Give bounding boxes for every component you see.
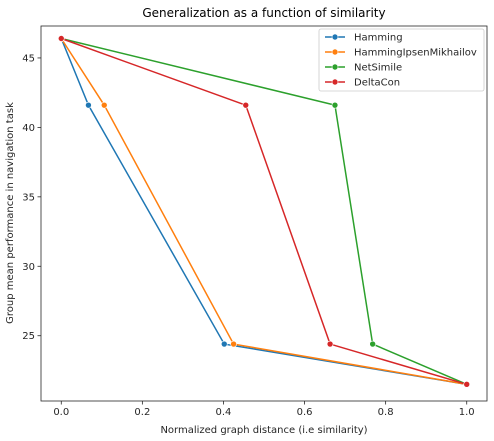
legend-label-netsimile: NetSimile bbox=[354, 63, 402, 74]
legend-marker-deltacon bbox=[331, 78, 339, 86]
y-axis-label: Group mean performance in navigation tas… bbox=[5, 102, 16, 324]
data-point-deltacon bbox=[326, 340, 334, 348]
legend-box bbox=[318, 28, 485, 92]
legend-label-hamming: Hamming bbox=[354, 33, 403, 44]
data-point-hamming bbox=[85, 101, 92, 109]
legend-label-hammingipsenmikhailov: HammingIpsenMikhailov bbox=[354, 48, 477, 59]
legend-item-hammingipsenmikhailov: HammingIpsenMikhailov bbox=[325, 48, 477, 59]
data-point-deltacon bbox=[57, 35, 65, 42]
series-line-hammingipsenmikhailov bbox=[60, 38, 467, 386]
x-axis-label: Normalized graph distance (i.e similarit… bbox=[160, 425, 367, 436]
legend-marker-hammingipsenmikhailov bbox=[331, 48, 339, 56]
legend-item-hamming: Hamming bbox=[325, 33, 403, 44]
legend-item-deltacon: DeltaCon bbox=[325, 78, 400, 89]
legend: Hamming HammingIpsenMikhailov NetSimile Del… bbox=[318, 28, 485, 92]
x-axis-ticks: 0.0 0.2 0.4 0.6 0.8 1.0 bbox=[53, 401, 475, 418]
data-point-hammingipsenmikhailov bbox=[230, 340, 237, 348]
x-tick-label: 1.0 bbox=[459, 407, 475, 418]
y-tick-label: 25 bbox=[22, 331, 35, 342]
y-tick-label: 40 bbox=[22, 123, 35, 134]
data-point-netsimile bbox=[331, 101, 339, 109]
data-point-hammingipsenmikhailov bbox=[100, 101, 108, 109]
plot-frame bbox=[40, 25, 488, 402]
x-tick-label: 0.2 bbox=[134, 407, 150, 418]
legend-item-netsimile: NetSimile bbox=[325, 63, 402, 74]
x-tick-label: 0.8 bbox=[378, 407, 394, 418]
data-point-netsimile bbox=[369, 340, 376, 348]
y-tick-label: 30 bbox=[22, 262, 35, 273]
y-tick-label: 45 bbox=[22, 53, 35, 64]
data-point-deltacon bbox=[463, 381, 471, 388]
chart-title: Generalization as a function of similari… bbox=[142, 6, 385, 20]
series-layer bbox=[57, 35, 471, 388]
series-line-deltacon bbox=[61, 37, 467, 386]
legend-label-deltacon: DeltaCon bbox=[354, 78, 400, 89]
series-line-netsimile bbox=[61, 37, 468, 386]
data-point-hamming bbox=[220, 340, 228, 348]
x-tick-label: 0.6 bbox=[297, 407, 313, 418]
series-line-hamming bbox=[60, 38, 467, 386]
y-axis-ticks: 25 30 35 40 45 bbox=[22, 53, 41, 342]
legend-marker-netsimile bbox=[331, 63, 339, 71]
x-tick-label: 0.4 bbox=[216, 407, 232, 418]
series-deltacon bbox=[57, 35, 471, 388]
y-tick-label: 35 bbox=[22, 192, 35, 203]
data-point-deltacon bbox=[242, 101, 250, 109]
legend-marker-hamming bbox=[331, 33, 339, 41]
x-tick-label: 0.0 bbox=[53, 407, 69, 418]
